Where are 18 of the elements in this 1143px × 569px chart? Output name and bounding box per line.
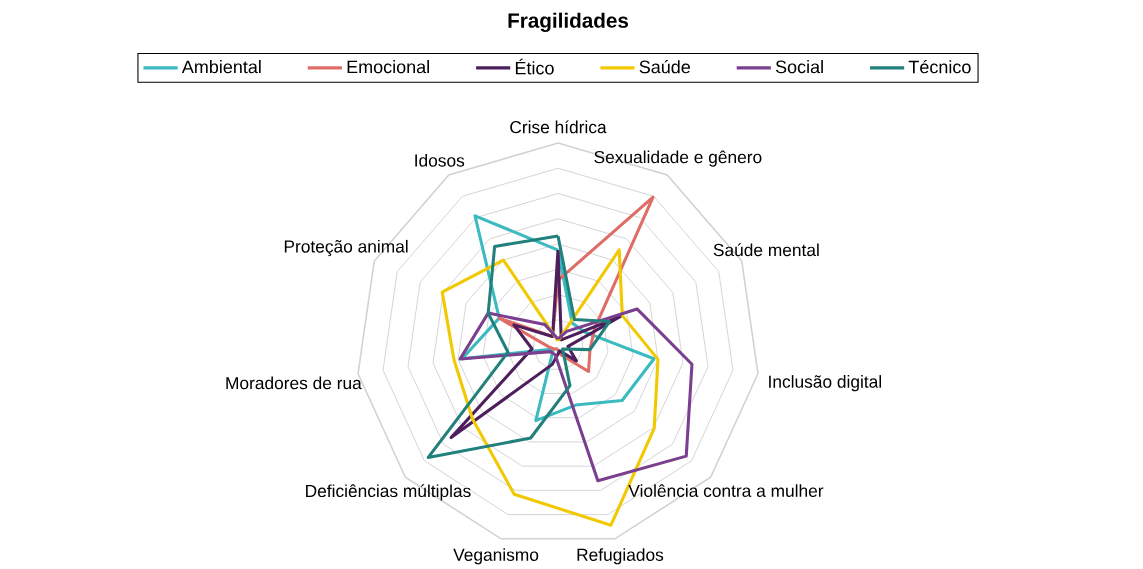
legend-label: Saúde [639,59,690,74]
spoke-label: Crise hídrica [510,120,607,134]
spoke-label: Moradores de rua [226,376,362,390]
legend-label: Ético [515,58,554,75]
spoke-label: Sexualidade e gênero [594,150,762,167]
legend-label: Ambiental [181,60,261,74]
legend-label: Emocional [347,60,429,74]
spoke-label: Inclusão digital [769,375,882,392]
spoke-label: Deficiências múltiplas [306,484,471,501]
spoke-label: Refugiados [577,548,664,565]
chart-title: Fragilidades [508,12,629,32]
spoke-label: Violência contra a mulher [628,484,824,497]
spoke-label: Veganismo [453,548,539,565]
legend-label: Social [775,60,823,74]
spoke-label: Saúde mental [713,243,819,257]
spoke-label: Proteção animal [284,239,408,257]
legend-label: Técnico [908,59,971,74]
spoke-label: Idosos [415,153,465,167]
